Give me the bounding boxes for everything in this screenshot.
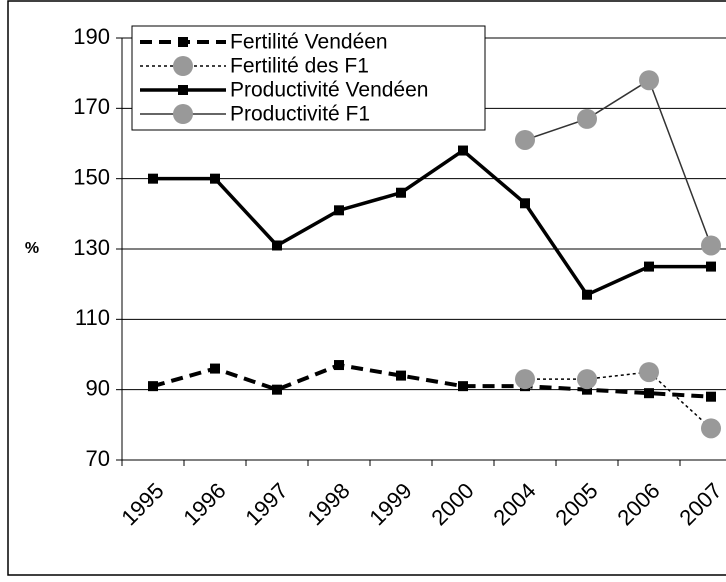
marker xyxy=(334,360,344,371)
marker xyxy=(178,85,188,95)
y-tick-label: 70 xyxy=(86,446,110,471)
y-tick-label: 150 xyxy=(73,164,110,189)
marker xyxy=(148,381,158,392)
marker xyxy=(577,369,597,390)
y-axis-label: % xyxy=(25,240,39,257)
y-tick-label: 170 xyxy=(73,94,110,119)
marker xyxy=(520,198,530,209)
y-tick-label: 130 xyxy=(73,235,110,260)
marker xyxy=(458,145,468,156)
marker xyxy=(639,70,659,91)
marker xyxy=(396,370,406,381)
marker xyxy=(582,384,592,395)
legend-label: Productivité Vendéen xyxy=(230,79,428,102)
marker xyxy=(515,129,535,150)
marker xyxy=(706,261,716,272)
marker xyxy=(458,381,468,392)
marker xyxy=(272,384,282,395)
marker xyxy=(396,187,406,198)
marker xyxy=(577,108,597,129)
marker xyxy=(210,173,220,184)
series-line xyxy=(153,148,711,297)
marker xyxy=(173,56,193,76)
series-line xyxy=(524,79,712,246)
y-tick-label: 190 xyxy=(73,24,110,49)
marker xyxy=(334,205,344,216)
y-tick-label: 90 xyxy=(86,375,110,400)
marker xyxy=(148,173,158,184)
marker xyxy=(644,388,654,399)
marker xyxy=(644,261,654,272)
marker xyxy=(173,104,193,124)
legend-label: Fertilité Vendéen xyxy=(230,31,388,54)
series-line xyxy=(525,371,712,429)
legend-label: Productivité F1 xyxy=(230,103,370,126)
legend-label: Fertilité des F1 xyxy=(230,55,369,78)
y-tick-label: 110 xyxy=(75,305,110,330)
marker xyxy=(178,37,188,47)
marker xyxy=(706,391,716,402)
marker xyxy=(701,418,721,439)
marker xyxy=(639,362,659,383)
marker xyxy=(701,235,721,256)
marker xyxy=(272,240,282,251)
marker xyxy=(515,369,535,390)
marker xyxy=(210,363,220,374)
marker xyxy=(582,289,592,300)
series-line xyxy=(152,362,712,399)
